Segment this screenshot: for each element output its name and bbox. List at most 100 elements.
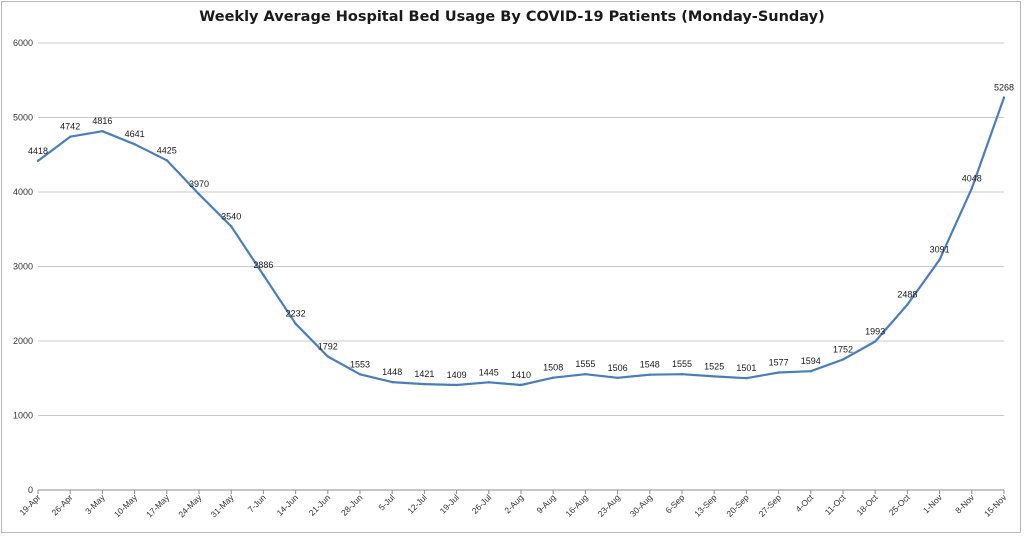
data-label: 1506 [608, 363, 628, 373]
data-label: 3970 [189, 179, 209, 189]
x-tick-label: 16-Aug [563, 492, 590, 519]
data-label: 1594 [801, 356, 821, 366]
data-label: 5268 [994, 83, 1014, 93]
data-label: 4425 [157, 145, 177, 155]
data-point [262, 273, 265, 277]
data-point [648, 373, 651, 376]
data-point [197, 193, 201, 196]
x-tick-label: 24-May [176, 492, 204, 520]
x-tick-label: 21-Jun [307, 492, 333, 518]
data-point [294, 322, 297, 325]
x-tick-label: 27-Sep [757, 492, 784, 519]
data-point [69, 135, 72, 138]
data-point [809, 370, 812, 373]
data-label: 1445 [479, 367, 499, 377]
x-tick-label: 9-Aug [535, 492, 558, 515]
data-point [1002, 96, 1006, 99]
x-tick-label: 10-May [112, 492, 140, 520]
data-label: 1555 [575, 359, 595, 369]
x-tick-label: 26-Jul [470, 492, 494, 516]
data-point [519, 383, 523, 387]
series-line [36, 96, 1006, 387]
data-point [841, 358, 845, 361]
data-point [455, 383, 458, 387]
gridlines [38, 42, 1004, 491]
data-label: 1555 [672, 359, 692, 369]
data-point [391, 380, 394, 384]
x-tick-label: 25-Oct [887, 492, 913, 518]
x-tick-label: 23-Aug [596, 492, 623, 519]
y-tick-label: 1000 [13, 411, 33, 421]
x-tick-label: 14-Jun [275, 492, 301, 518]
y-tick-label: 4000 [13, 187, 33, 197]
x-tick-label: 20-Sep [724, 492, 751, 519]
data-labels: 4418 4742 4816 4641 4425 3970 3540 2886 2232 1792… [28, 83, 1014, 380]
data-label: 1993 [865, 327, 885, 337]
y-tick-label: 2000 [13, 336, 33, 346]
data-label: 1525 [704, 361, 724, 371]
data-point [616, 376, 619, 380]
x-tick-label: 2-Aug [502, 492, 525, 515]
y-tick-label: 0 [28, 485, 33, 495]
data-point [777, 371, 780, 374]
data-label: 4641 [125, 129, 145, 139]
x-tick-label: 30-Aug [628, 492, 655, 519]
x-tick-label: 26-Apr [50, 492, 75, 517]
data-label: 1577 [769, 358, 789, 368]
x-tick-label: 13-Sep [692, 492, 719, 519]
x-tick-label: 31-May [209, 492, 237, 520]
y-tick-label: 3000 [13, 262, 33, 272]
data-point [101, 130, 104, 133]
data-label: 1448 [382, 367, 402, 377]
data-point [133, 143, 136, 146]
data-point [906, 303, 909, 306]
data-point [230, 225, 233, 228]
data-label: 3540 [221, 211, 241, 221]
x-tick-label: 17-May [144, 492, 172, 520]
x-tick-label: 18-Oct [855, 492, 881, 518]
x-tick-label: 19-Jul [438, 492, 462, 516]
x-tick-label: 3-May [83, 492, 107, 516]
data-point [745, 376, 748, 380]
data-label: 4816 [92, 116, 112, 126]
x-tick-label: 7-Jun [246, 492, 268, 514]
x-axis: 19-Apr 26-Apr 3-May 10-May 17-May 24-May 31-Ma… [17, 490, 1009, 519]
x-tick-label: 6-Sep [663, 492, 686, 515]
data-point [423, 382, 426, 386]
data-point [326, 355, 329, 358]
data-label: 1410 [511, 370, 531, 380]
x-tick-label: 12-Jul [405, 492, 429, 516]
data-label: 1409 [447, 370, 467, 380]
data-label: 3091 [930, 245, 950, 255]
x-tick-label: 15-Nov [982, 492, 1009, 519]
x-tick-label: 8-Nov [953, 492, 977, 516]
y-axis-ticks: 0 1000 2000 3000 4000 5000 6000 [13, 38, 33, 495]
data-label: 2488 [897, 290, 917, 300]
y-tick-label: 6000 [13, 38, 33, 48]
x-tick-label: 11-Oct [823, 492, 848, 517]
data-point [552, 376, 555, 379]
series-line-group [36, 96, 1006, 387]
data-label: 4742 [60, 122, 80, 132]
x-tick-label: 28-Jun [339, 492, 365, 518]
data-label: 4418 [28, 146, 48, 156]
x-tick-label: 4-Oct [793, 492, 815, 514]
x-tick-label: 5-Jul [377, 492, 397, 512]
data-label: 1421 [414, 369, 434, 379]
x-tick-label: 19-Apr [17, 492, 42, 517]
data-point [358, 373, 362, 376]
y-tick-label: 5000 [13, 113, 33, 123]
data-point [165, 159, 168, 162]
data-label: 2886 [253, 260, 273, 270]
x-tick-label: 1-Nov [921, 492, 945, 516]
data-point [36, 159, 40, 163]
chart-title: Weekly Average Hospital Bed Usage By COV… [199, 9, 825, 25]
data-label: 1501 [736, 363, 756, 373]
data-point [874, 340, 877, 343]
data-label: 1548 [640, 360, 660, 370]
data-point [584, 372, 587, 376]
data-label: 4048 [962, 173, 982, 183]
data-point [938, 258, 941, 261]
data-point [970, 187, 973, 190]
